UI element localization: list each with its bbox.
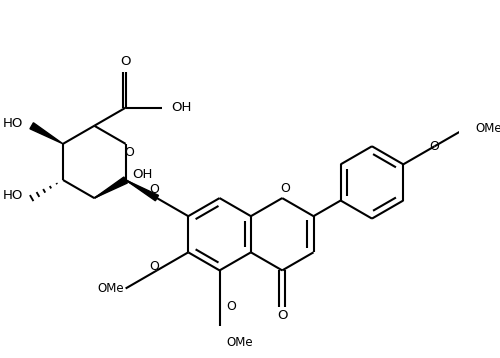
Polygon shape [126, 180, 158, 201]
Polygon shape [30, 123, 63, 144]
Text: HO: HO [3, 189, 24, 203]
Text: O: O [124, 146, 134, 159]
Text: OH: OH [132, 168, 153, 181]
Text: O: O [280, 182, 290, 195]
Polygon shape [94, 177, 128, 198]
Text: OH: OH [172, 101, 192, 114]
Text: O: O [430, 140, 440, 153]
Text: OMe: OMe [97, 282, 124, 295]
Text: O: O [226, 300, 236, 313]
Text: HO: HO [3, 117, 24, 130]
Text: O: O [149, 260, 159, 273]
Text: O: O [120, 55, 131, 68]
Text: O: O [277, 309, 287, 322]
Text: OMe: OMe [226, 336, 253, 349]
Text: OMe: OMe [475, 122, 500, 135]
Text: O: O [149, 183, 159, 195]
